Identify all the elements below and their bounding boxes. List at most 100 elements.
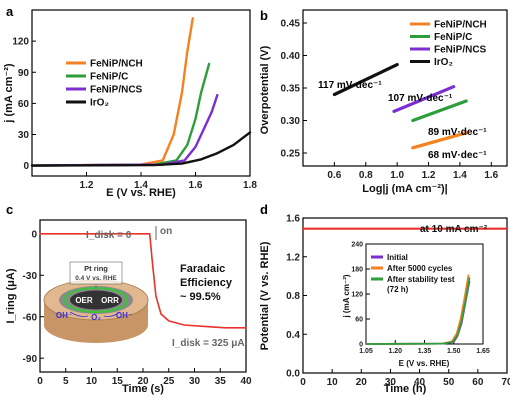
chart-a-legend-label-2: FeNiP/NCS: [90, 85, 143, 96]
disk: [70, 290, 122, 310]
faradaic-line-1: Faradaic: [180, 263, 225, 275]
chart-d-ytick-label: 0.4: [286, 330, 300, 341]
chart-a-ytick-label: 0: [23, 161, 29, 172]
pt-ring-label: Pt ring: [84, 264, 108, 273]
chart-a-legend-label-1: FeNiP/C: [90, 72, 128, 83]
chart-c-series-line-0: [39, 233, 247, 329]
inset-ytick-label: 240: [351, 242, 363, 249]
chart-b-ytick-label: 0.25: [281, 149, 301, 160]
inset-xtick-label: 1.20: [388, 348, 402, 355]
chart-b-ylabel: Overpotential (V): [259, 45, 271, 134]
chart-b-series-line-1: [411, 99, 468, 123]
chart-d-xtick-label: 70: [501, 377, 510, 388]
arrow-o2-oh: [103, 311, 121, 317]
chart-a-xtick-label: 1.6: [189, 180, 203, 191]
chart-d-xtick-label: 50: [443, 377, 455, 388]
chart-d: 0 10 20 30 40 50 60 70 0.0 0.4 0.8 1.2 1.6 at 10 mA …: [259, 214, 510, 395]
inset-legend-label-1: After 5000 cycles: [387, 264, 453, 273]
chart-b-ytick-label: 0.40: [281, 51, 301, 62]
inset-ytick-label: 120: [351, 292, 363, 299]
chart-b-xlabel: Log|j (mA cm⁻²)|: [362, 183, 448, 195]
chart-a-series-line-3: [30, 131, 252, 167]
chart-a-ytick-label: 120: [12, 37, 29, 48]
chart-a-xtick-label: 1.2: [80, 180, 94, 191]
chart-b-series-line-2: [392, 85, 456, 114]
chart-b-xtick-label: 1.6: [484, 170, 498, 181]
oer-label: OER: [75, 296, 93, 305]
chart-a-ytick-label: 60: [18, 99, 30, 110]
chart-c: 0 5 10 15 20 25 30 35 40 0 -30 -60 -90 Pt ring 0.4 V…: [5, 219, 252, 395]
chart-a-xlabel: E (V vs. RHE): [106, 187, 176, 199]
inset-xtick-label: 1.05: [359, 348, 373, 355]
chart-d-inset: 1.05 1.20 1.35 1.50 1.65 0 60 120 180 240 Initial…: [342, 242, 490, 369]
chart-d-ytick-label: 1.6: [286, 214, 300, 225]
chart-c-ytick-label: -30: [23, 271, 38, 282]
panel-label-d: d: [260, 202, 268, 217]
faradaic-line-2: Efficiency: [180, 277, 233, 289]
chart-c-xtick-label: 5: [63, 376, 69, 387]
chart-b-slope-c: 89 mV·dec⁻¹: [428, 127, 487, 138]
oh-left-label: OH⁻: [56, 311, 72, 320]
chart-a-series-line-2: [30, 93, 219, 167]
inset-ytick-label: 0: [359, 342, 363, 349]
orr-label: ORR: [101, 296, 119, 305]
chart-a-xtick-label: 1.8: [243, 180, 257, 191]
chart-c-xtick-label: 20: [137, 376, 149, 387]
chart-a-ytick-label: 90: [18, 68, 30, 79]
inset-series-line-2: [365, 277, 471, 345]
chart-c-xtick-label: 40: [240, 376, 252, 387]
chart-c-xtick-label: 15: [112, 376, 124, 387]
chart-b-legend-label-0: FeNiP/NCH: [434, 20, 487, 31]
chart-b: 0.6 0.8 1.0 1.2 1.4 1.6 0.25 0.30 0.35 0.40 0.45 F…: [259, 9, 508, 195]
chart-b-series-line-0: [411, 131, 468, 150]
chart-b-slope-ncs: 107 mV·dec⁻¹: [388, 93, 453, 104]
chart-a-ytick-label: 30: [18, 130, 30, 141]
pt-ring-potential: 0.4 V vs. RHE: [75, 275, 117, 282]
chart-d-xtick-label: 20: [356, 377, 368, 388]
panel-label-c: c: [6, 202, 13, 217]
chart-c-xtick-label: 30: [189, 376, 201, 387]
chart-c-xtick-label: 0: [37, 376, 43, 387]
o2-label: O₂: [91, 313, 101, 322]
chart-b-xtick-label: 0.8: [359, 170, 373, 181]
inset-legend-label-0: Initial: [387, 253, 408, 262]
inset-ylabel: j (mA cm⁻²): [342, 274, 351, 318]
chart-d-ytick-label: 1.2: [286, 252, 300, 263]
inset-legend-label-2: After stability test: [387, 275, 455, 284]
chart-d-xtick-label: 10: [327, 377, 339, 388]
inset-frame: [365, 243, 484, 345]
chart-c-xlabel: Time (s): [122, 383, 164, 395]
chart-d-xtick-label: 60: [472, 377, 484, 388]
chart-c-xtick-label: 35: [215, 376, 227, 387]
chart-a: 1.2 1.4 1.6 1.8 0 30 60 90 120 FeNiP/NCH FeNiP/C F…: [3, 9, 257, 199]
chart-a-legend-label-0: FeNiP/NCH: [90, 59, 143, 70]
on-label: on: [160, 226, 172, 237]
chart-c-ylabel: I_ring (μA): [5, 268, 17, 323]
chart-b-slope-nch: 68 mV·dec⁻¹: [428, 150, 487, 161]
chart-d-xtick-label: 40: [414, 377, 426, 388]
chart-b-ytick-label: 0.35: [281, 84, 301, 95]
chart-b-series-line-3: [332, 62, 399, 97]
chart-a-legend-label-3: IrO₂: [90, 98, 109, 109]
chart-b-legend-label-3: IrO₂: [434, 57, 453, 68]
chart-c-xtick-label: 25: [163, 376, 175, 387]
chart-d-ylabel: Potential (V vs. RHE): [259, 241, 271, 350]
chart-c-ytick-label: 0: [31, 229, 37, 240]
chart-a-ylabel: j (mA cm⁻²): [3, 63, 15, 124]
panel-label-b: b: [260, 8, 268, 23]
inset-xtick-label: 1.35: [418, 348, 432, 355]
arrow-oh-o2: [69, 311, 89, 317]
chart-b-legend-label-2: FeNiP/NCS: [434, 45, 487, 56]
chart-d-xlabel: Time (h): [384, 383, 427, 395]
chart-b-ytick-label: 0.45: [281, 19, 301, 30]
chart-b-xtick-label: 1.2: [422, 170, 436, 181]
inset-xtick-label: 1.65: [476, 348, 490, 355]
inset-xtick-label: 1.50: [447, 348, 461, 355]
chart-d-xtick-label: 0: [300, 377, 306, 388]
chart-b-xtick-label: 1.4: [453, 170, 467, 181]
inset-ytick-label: 60: [355, 317, 363, 324]
chart-a-xtick-label: 1.4: [134, 180, 148, 191]
chart-c-ytick-label: -60: [23, 312, 38, 323]
rrde-illustration: Pt ring 0.4 V vs. RHE OER ORR OH⁻ O₂ OH⁻: [43, 261, 149, 343]
